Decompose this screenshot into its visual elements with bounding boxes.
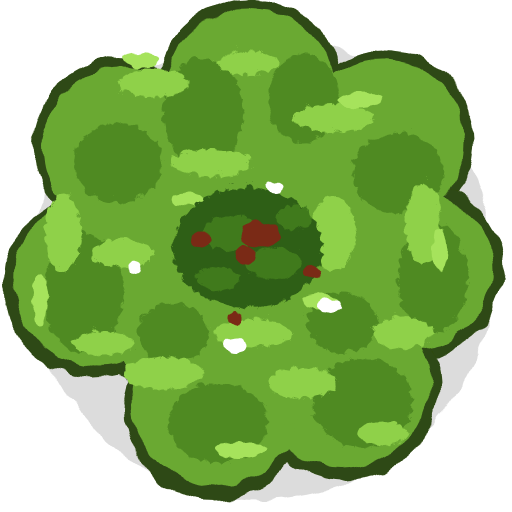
highlight-7	[120, 354, 200, 386]
gap-2	[129, 261, 141, 275]
brown-spot-1	[240, 221, 280, 249]
highlight-13	[70, 328, 130, 352]
brown-spot-4	[303, 265, 321, 279]
leaf-bright-curls	[32, 53, 448, 458]
highlight-1	[115, 66, 185, 94]
bright-curl-3	[432, 228, 448, 272]
highlight-10	[170, 146, 250, 174]
core-mid-4	[272, 203, 308, 227]
highlight-8	[42, 192, 78, 268]
highlight-14	[355, 418, 405, 442]
gap-4	[223, 337, 247, 353]
leaf-gaps	[129, 182, 342, 353]
leaf-highlights	[42, 48, 438, 442]
bright-curl-1	[120, 53, 160, 67]
highlight-4	[402, 180, 438, 260]
crease-6	[165, 380, 265, 460]
crease-9	[135, 300, 205, 360]
highlight-5	[370, 314, 430, 346]
core-mid-2	[242, 244, 298, 276]
gap-1	[266, 182, 284, 194]
gap-3	[318, 298, 342, 312]
crease-8	[70, 120, 160, 200]
brown-spot-3	[235, 247, 255, 263]
highlight-9	[90, 236, 150, 264]
brown-spot-5	[228, 310, 242, 326]
bright-curl-5	[32, 275, 48, 325]
highlight-3	[290, 101, 370, 129]
core-brown-spots	[190, 221, 321, 326]
brown-spot-2	[190, 232, 210, 248]
bright-curl-2	[338, 93, 382, 107]
bright-curl-4	[215, 442, 265, 458]
highlight-2	[215, 48, 275, 72]
core-mid-3	[193, 263, 237, 287]
highlight-12	[210, 316, 290, 344]
highlight-6	[265, 365, 335, 395]
